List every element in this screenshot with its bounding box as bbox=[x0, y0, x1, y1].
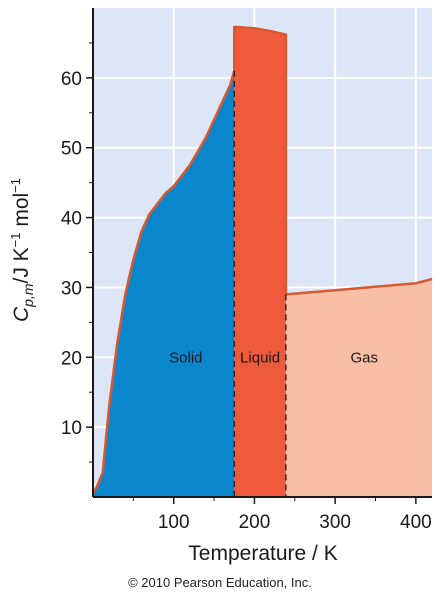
y-tick-label: 30 bbox=[61, 278, 82, 299]
copyright-notice: © 2010 Pearson Education, Inc. bbox=[128, 575, 312, 590]
y-axis-label-unit-prefix: /J K bbox=[10, 247, 33, 283]
y-tick-label: 10 bbox=[61, 418, 82, 439]
x-axis-label: Temperature / K bbox=[188, 542, 337, 565]
y-tick-label: 60 bbox=[61, 69, 82, 90]
phase-label-solid: Solid bbox=[169, 349, 202, 366]
phase-label-liquid: Liquid bbox=[240, 349, 280, 366]
phase-area-solid bbox=[93, 70, 235, 497]
y-tick-label: 40 bbox=[61, 209, 82, 230]
x-tick-label: 300 bbox=[319, 512, 351, 533]
y-axis-label: Cp,m/J K−1 mol−1 bbox=[8, 178, 36, 322]
phase-area-gas bbox=[285, 279, 432, 497]
phase-areas bbox=[91, 25, 433, 498]
y-axis-label-exp2: −1 bbox=[8, 178, 23, 193]
phase-labels: Solid Liquid Gas bbox=[169, 349, 378, 366]
heat-capacity-curve bbox=[91, 25, 433, 495]
y-tick-label: 20 bbox=[61, 348, 82, 369]
y-ticks: 10 20 30 40 50 60 bbox=[61, 42, 93, 463]
chart: Solid Liquid Gas 100 200 300 400 10 20 30 40 50 60… bbox=[8, 8, 433, 565]
phase-area-liquid bbox=[234, 26, 286, 498]
y-axis-label-subscript: p,m bbox=[20, 283, 36, 308]
y-axis-label-symbol: C bbox=[10, 306, 33, 322]
y-axis-label-exp1: −1 bbox=[8, 232, 23, 247]
phase-label-gas: Gas bbox=[350, 349, 378, 366]
x-ticks: 100 200 300 400 bbox=[132, 497, 432, 533]
x-tick-label: 200 bbox=[239, 512, 271, 533]
y-tick-label: 50 bbox=[61, 139, 82, 160]
x-tick-label: 400 bbox=[400, 512, 432, 533]
x-tick-label: 100 bbox=[158, 512, 190, 533]
y-axis-label-unit-mid: mol bbox=[10, 193, 33, 233]
